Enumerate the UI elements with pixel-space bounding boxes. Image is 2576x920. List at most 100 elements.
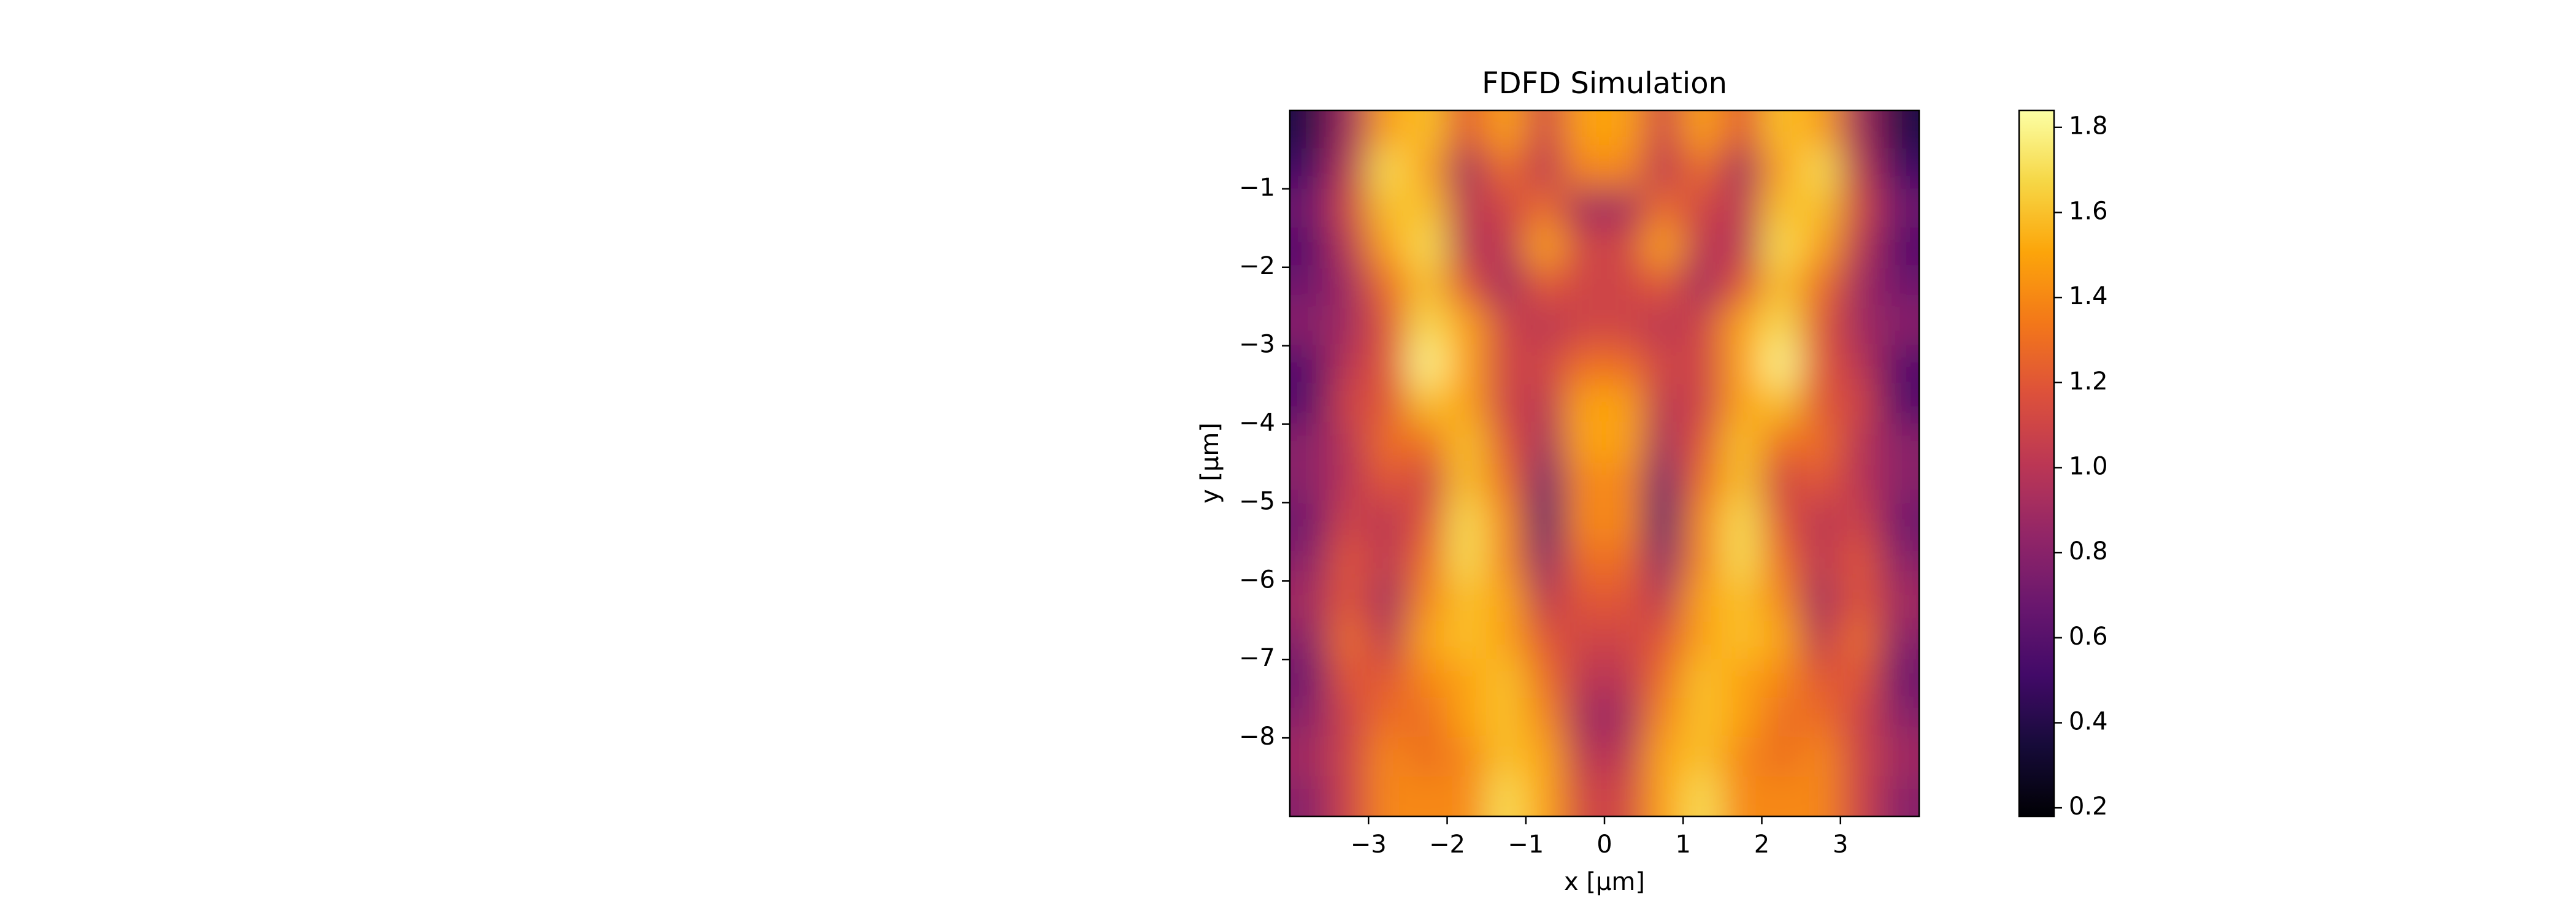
heatmap-cell — [1761, 698, 1802, 739]
heatmap-cell — [1328, 423, 1370, 464]
heatmap-cell — [1290, 345, 1330, 386]
heatmap-cell — [1564, 619, 1605, 661]
heatmap-cell — [1722, 305, 1763, 347]
heatmap-cell — [1446, 266, 1487, 307]
heatmap-cell — [1839, 737, 1880, 778]
heatmap-cell — [1879, 345, 1919, 386]
heatmap-cell — [1682, 737, 1723, 778]
heatmap-cell — [1879, 266, 1919, 307]
heatmap-cell — [1879, 580, 1919, 621]
heatmap-cell — [1722, 423, 1763, 464]
heatmap-cell — [1368, 423, 1409, 464]
heatmap-cell — [1446, 305, 1487, 347]
heatmap-cell — [1682, 580, 1723, 621]
heatmap-cell — [1407, 541, 1448, 582]
heatmap-cell — [1525, 148, 1566, 190]
heatmap-cell — [1761, 423, 1802, 464]
heatmap-cell — [1446, 502, 1487, 543]
heatmap-cell — [1722, 541, 1763, 582]
heatmap-cell — [1643, 423, 1684, 464]
heatmap-cell — [1290, 227, 1330, 268]
heatmap-cell — [1328, 148, 1370, 190]
heatmap-cell — [1407, 502, 1448, 543]
heatmap-cell — [1879, 227, 1919, 268]
heatmap-cell — [1564, 580, 1605, 621]
heatmap-cell — [1682, 188, 1723, 229]
heatmap-cell — [1839, 384, 1880, 425]
heatmap-cell — [1485, 659, 1527, 700]
heatmap-cell — [1682, 698, 1723, 739]
heatmap-cell — [1800, 423, 1841, 464]
y-axis-label: y [μm] — [1196, 423, 1224, 504]
heatmap-cell — [1839, 188, 1880, 229]
heatmap-cell — [1643, 110, 1684, 150]
heatmap-cell — [1564, 659, 1605, 700]
heatmap-cell — [1485, 148, 1527, 190]
heatmap-cell — [1761, 148, 1802, 190]
heatmap-cell — [1368, 541, 1409, 582]
heatmap-cell — [1290, 305, 1330, 347]
heatmap-cell — [1682, 659, 1723, 700]
heatmap-cell — [1643, 227, 1684, 268]
heatmap-cell — [1682, 502, 1723, 543]
heatmap-cell — [1879, 384, 1919, 425]
heatmap-cell — [1290, 462, 1330, 504]
heatmap-cell — [1682, 110, 1723, 150]
heatmap-cell — [1800, 659, 1841, 700]
heatmap-cell — [1800, 345, 1841, 386]
heatmap-cell — [1290, 619, 1330, 661]
heatmap-cell — [1722, 619, 1763, 661]
heatmap-cell — [1485, 384, 1527, 425]
heatmap-cell — [1643, 305, 1684, 347]
heatmap-cell — [1368, 266, 1409, 307]
heatmap-cell — [1800, 580, 1841, 621]
heatmap-cell — [1485, 462, 1527, 504]
heatmap-cell — [1446, 619, 1487, 661]
heatmap-cell — [1800, 266, 1841, 307]
heatmap-cell — [1604, 698, 1645, 739]
heatmap-cell — [1879, 305, 1919, 347]
x-tick-label: −3 — [1351, 830, 1387, 859]
heatmap-cell — [1525, 698, 1566, 739]
y-tick-label: −6 — [1239, 565, 1275, 594]
heatmap-cell — [1839, 462, 1880, 504]
heatmap-cell — [1290, 384, 1330, 425]
heatmap-cell — [1604, 384, 1645, 425]
heatmap-cell — [1564, 305, 1605, 347]
heatmap-cell — [1407, 462, 1448, 504]
heatmap-cell — [1761, 462, 1802, 504]
y-tick-label: −2 — [1239, 252, 1275, 280]
heatmap-cell — [1682, 776, 1723, 816]
heatmap-cell — [1328, 110, 1370, 150]
heatmap-cell — [1290, 541, 1330, 582]
heatmap-cell — [1525, 462, 1566, 504]
heatmap-cell — [1761, 110, 1802, 150]
heatmap-cell — [1525, 423, 1566, 464]
heatmap-cell — [1407, 737, 1448, 778]
heatmap-cell — [1564, 227, 1605, 268]
heatmap-cell — [1446, 776, 1487, 816]
heatmap-cell — [1879, 462, 1919, 504]
heatmap-cell — [1485, 227, 1527, 268]
heatmap-cell — [1446, 110, 1487, 150]
heatmap-cell — [1839, 659, 1880, 700]
heatmap-cell — [1604, 541, 1645, 582]
heatmap-cell — [1604, 776, 1645, 816]
heatmap-cell — [1368, 776, 1409, 816]
heatmap-cell — [1722, 580, 1763, 621]
heatmap-cell — [1879, 110, 1919, 150]
heatmap-cell — [1839, 227, 1880, 268]
heatmap-cell — [1604, 110, 1645, 150]
heatmap-cell — [1485, 776, 1527, 816]
heatmap-cell — [1722, 266, 1763, 307]
heatmap-cell — [1800, 384, 1841, 425]
heatmap-cell — [1722, 384, 1763, 425]
heatmap-cell — [1722, 188, 1763, 229]
heatmap-cell — [1525, 580, 1566, 621]
heatmap-cell — [1722, 345, 1763, 386]
heatmap-cell — [1643, 580, 1684, 621]
heatmap-cell — [1604, 659, 1645, 700]
heatmap-cell — [1328, 776, 1370, 816]
heatmap-cell — [1525, 110, 1566, 150]
